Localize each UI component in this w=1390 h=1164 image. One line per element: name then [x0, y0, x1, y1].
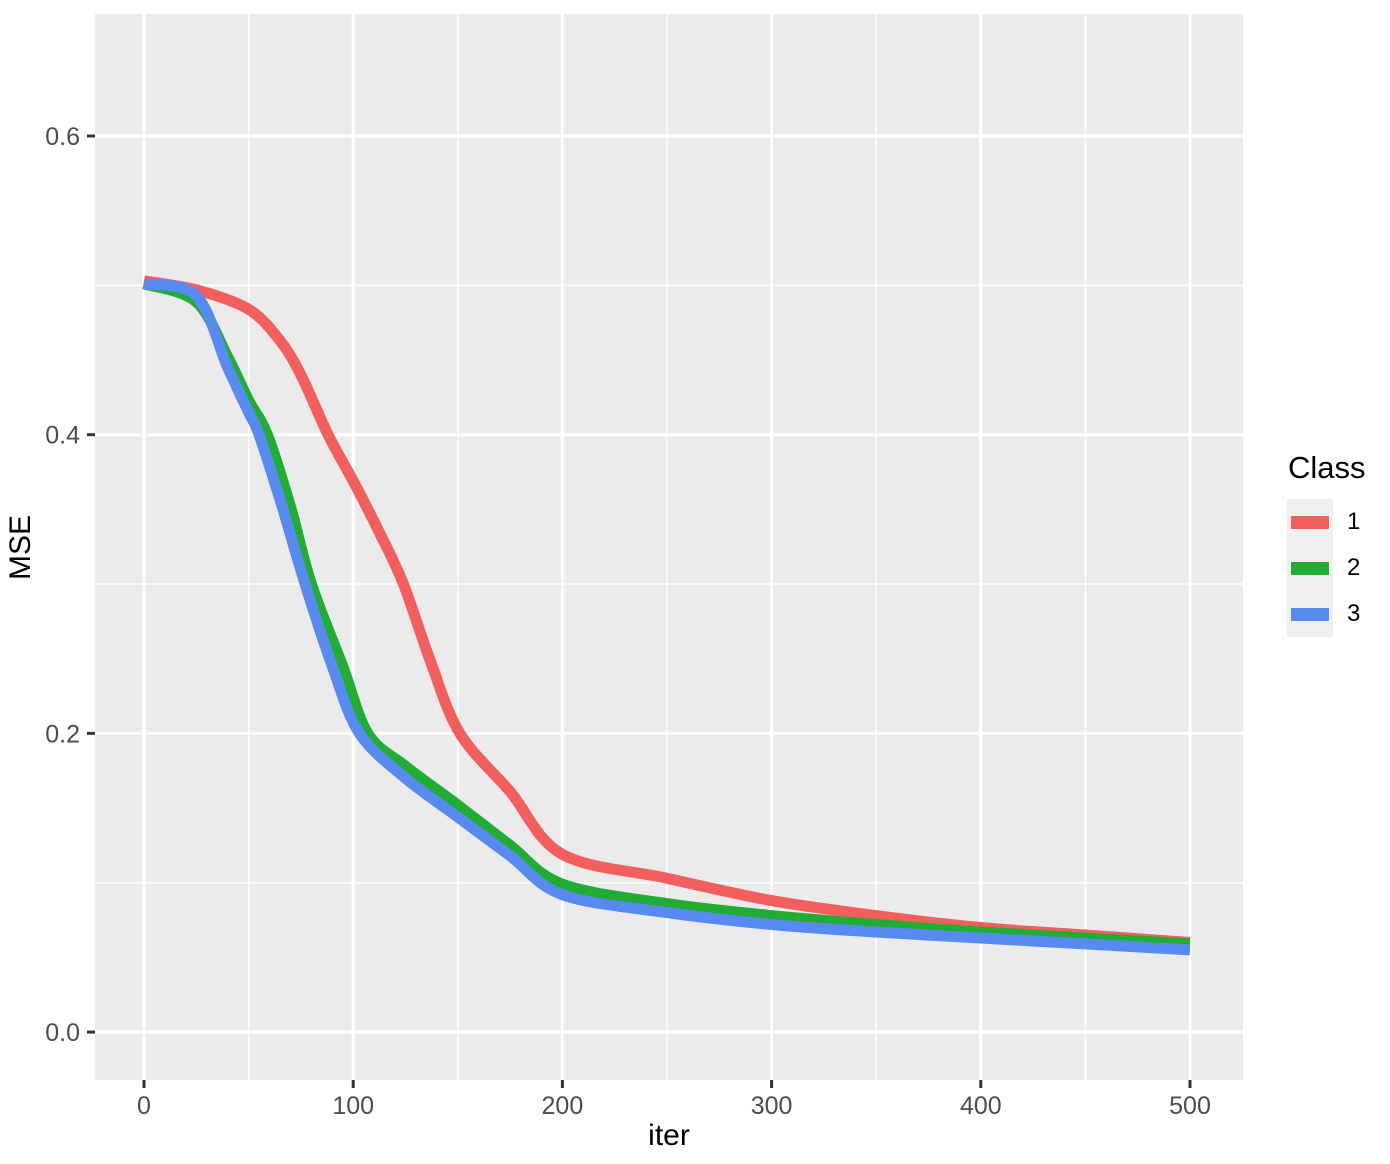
legend-item-class-2: 2	[1287, 545, 1366, 591]
x-axis-title: iter	[648, 1119, 690, 1152]
series-line-class-1	[143, 275, 1191, 948]
legend-line-swatch	[1291, 607, 1329, 621]
legend-item-label: 3	[1347, 600, 1361, 627]
legend-item-class-3: 3	[1287, 591, 1366, 637]
legend-key	[1287, 499, 1333, 545]
y-tick-label: 0.2	[45, 720, 80, 748]
legend: Class 1 2 3	[1287, 452, 1366, 637]
y-tick-label: 0.0	[45, 1019, 80, 1047]
legend-line-swatch	[1291, 515, 1329, 529]
y-axis-title: MSE	[4, 514, 37, 580]
series-line-class-2	[142, 278, 1191, 950]
series-line-class-3	[142, 278, 1191, 956]
x-tick-label: 500	[1169, 1092, 1211, 1120]
x-tick-label: 200	[542, 1092, 584, 1120]
x-tick-label: 300	[751, 1092, 793, 1120]
x-tick-label: 100	[332, 1092, 374, 1120]
legend-item-label: 1	[1347, 508, 1361, 535]
panel-background	[95, 14, 1243, 1080]
legend-item-label: 2	[1347, 554, 1361, 581]
legend-title: Class	[1288, 450, 1366, 485]
legend-key	[1287, 545, 1333, 591]
legend-line-swatch	[1291, 561, 1329, 575]
series-group	[142, 275, 1191, 956]
x-tick-label: 400	[960, 1092, 1002, 1120]
legend-item-class-1: 1	[1287, 499, 1366, 545]
x-tick-label: 0	[137, 1092, 151, 1120]
legend-items: 1 2 3	[1287, 499, 1366, 637]
y-tick-label: 0.6	[45, 123, 80, 151]
legend-key	[1287, 591, 1333, 637]
y-tick-label: 0.4	[45, 422, 80, 450]
